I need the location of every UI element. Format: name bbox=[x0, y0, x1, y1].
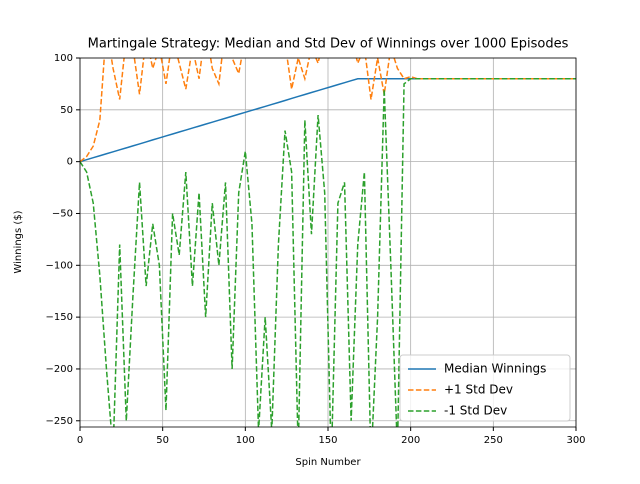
x-tick-label: 300 bbox=[566, 435, 585, 446]
x-axis-label: Spin Number bbox=[295, 457, 361, 468]
y-axis-label: Winnings ($) bbox=[13, 210, 24, 273]
y-tick-label: −200 bbox=[46, 364, 73, 375]
y-tick-label: 0 bbox=[67, 157, 73, 168]
legend-label: Median Winnings bbox=[444, 362, 546, 376]
chart-title: Martingale Strategy: Median and Std Dev … bbox=[88, 37, 569, 52]
legend-box bbox=[399, 354, 571, 422]
x-tick-label: 200 bbox=[401, 435, 420, 446]
y-tick-label: −150 bbox=[46, 312, 73, 323]
x-tick-label: 100 bbox=[236, 435, 255, 446]
legend-label: -1 Std Dev bbox=[444, 404, 507, 418]
plot-area bbox=[80, 58, 576, 427]
y-tick-label: −50 bbox=[52, 208, 73, 219]
axes-frame bbox=[79, 57, 577, 428]
x-tick-label: 250 bbox=[484, 435, 503, 446]
legend-label: +1 Std Dev bbox=[444, 383, 513, 397]
y-tick-label: −250 bbox=[46, 416, 73, 427]
line-series bbox=[80, 77, 576, 427]
x-tick-label: 150 bbox=[318, 435, 337, 446]
line-series bbox=[80, 58, 576, 163]
y-tick-label: −100 bbox=[46, 260, 73, 271]
y-tick-label: 100 bbox=[54, 53, 73, 64]
x-tick-label: 0 bbox=[77, 435, 83, 446]
x-tick-label: 50 bbox=[156, 435, 169, 446]
y-tick-label: 50 bbox=[60, 105, 73, 116]
